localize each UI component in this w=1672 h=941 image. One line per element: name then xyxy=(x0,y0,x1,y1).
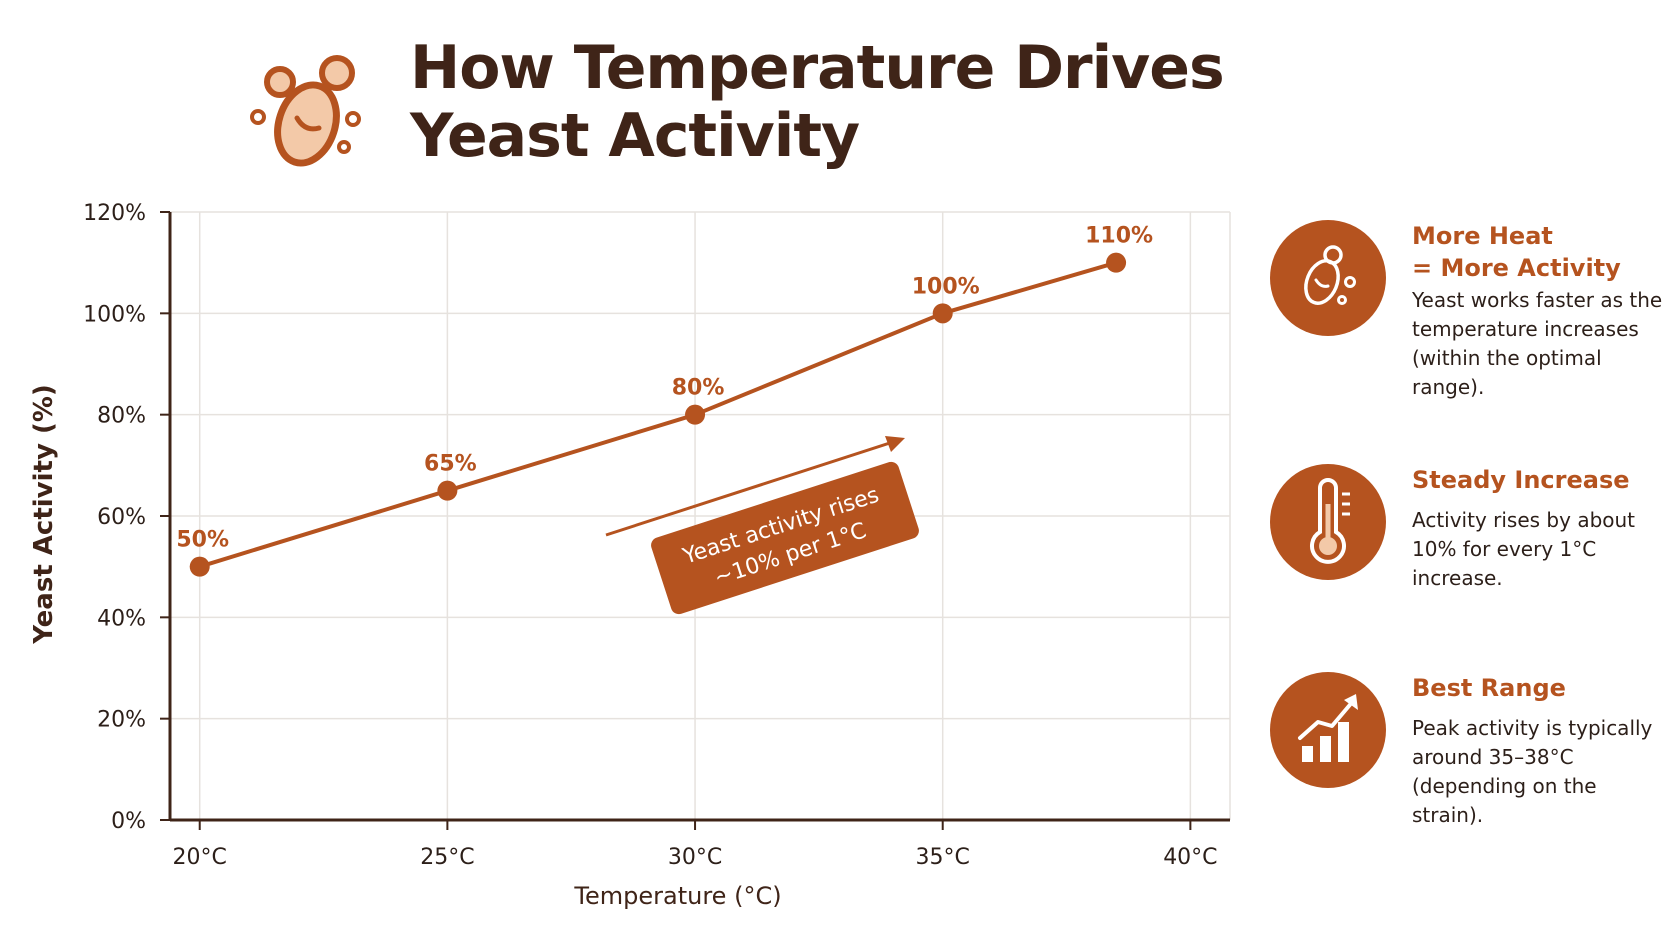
y-tick-label: 20% xyxy=(97,708,146,733)
y-tick-label: 120% xyxy=(83,201,146,226)
data-point xyxy=(932,303,953,324)
chart-ticks: 0% 20% 40% 60% 80% 100% 120% 20°C 25°C 30°C 35°C 40… xyxy=(83,201,1217,870)
chart-series: 50% 65% 80% 100% 110% xyxy=(176,224,1153,577)
annotation-box: Yeast activity rises~10% per 1°C xyxy=(651,461,919,615)
x-tick-label: 20°C xyxy=(173,845,227,870)
card-title: Best Range xyxy=(1412,674,1566,702)
card-text: Activity rises by about 10% for every 1°… xyxy=(1412,508,1636,590)
x-tick-label: 40°C xyxy=(1163,845,1217,870)
trend-arrow-line xyxy=(605,440,894,537)
data-point xyxy=(189,556,210,577)
thermometer-icon xyxy=(1310,478,1350,564)
yeast-cells-icon xyxy=(1304,245,1356,305)
card-title: More Heat = More Activity xyxy=(1412,222,1621,282)
x-tick-label: 35°C xyxy=(916,845,970,870)
page-title-line-1: How Temperature Drives xyxy=(410,33,1225,103)
line-chart: 0% 20% 40% 60% 80% 100% 120% 20°C 25°C 30°C 35°C 40… xyxy=(29,201,1231,910)
x-axis-label: Temperature (°C) xyxy=(573,882,781,910)
x-tick-label: 30°C xyxy=(668,845,722,870)
y-tick-label: 100% xyxy=(83,302,146,327)
data-point xyxy=(1106,252,1127,273)
card-text: Peak activity is typically around 35–38°… xyxy=(1412,716,1653,827)
x-tick-label: 25°C xyxy=(420,845,474,870)
data-label: 110% xyxy=(1085,224,1153,249)
page-title: How Temperature Drives Yeast Activity xyxy=(410,33,1225,171)
card-badge xyxy=(1270,672,1386,788)
y-tick-label: 80% xyxy=(97,404,146,429)
card-badge xyxy=(1270,464,1386,580)
y-axis-label: Yeast Activity (%) xyxy=(29,384,59,645)
title-block: How Temperature Drives Yeast Activity xyxy=(250,30,1250,200)
data-label: 100% xyxy=(912,274,980,299)
card-badge xyxy=(1270,220,1386,336)
data-point xyxy=(685,404,706,425)
card-title: Steady Increase xyxy=(1412,466,1630,494)
chart-grid xyxy=(170,211,1231,820)
bar-chart-trend-icon xyxy=(1298,694,1358,762)
y-tick-label: 0% xyxy=(111,809,146,834)
card-text: Yeast works faster as the temperature in… xyxy=(1412,288,1663,399)
trend-arrow-head xyxy=(885,436,905,452)
page-title-line-2: Yeast Activity xyxy=(410,101,860,171)
y-tick-label: 40% xyxy=(97,606,146,631)
yeast-cells-icon xyxy=(250,55,361,167)
data-label: 65% xyxy=(424,452,477,477)
y-tick-label: 60% xyxy=(97,505,146,530)
chart-annotation: Yeast activity rises~10% per 1°C xyxy=(605,436,919,615)
data-label: 50% xyxy=(176,528,229,553)
annotation-background xyxy=(651,461,919,615)
data-label: 80% xyxy=(672,376,725,401)
data-point xyxy=(437,480,458,501)
